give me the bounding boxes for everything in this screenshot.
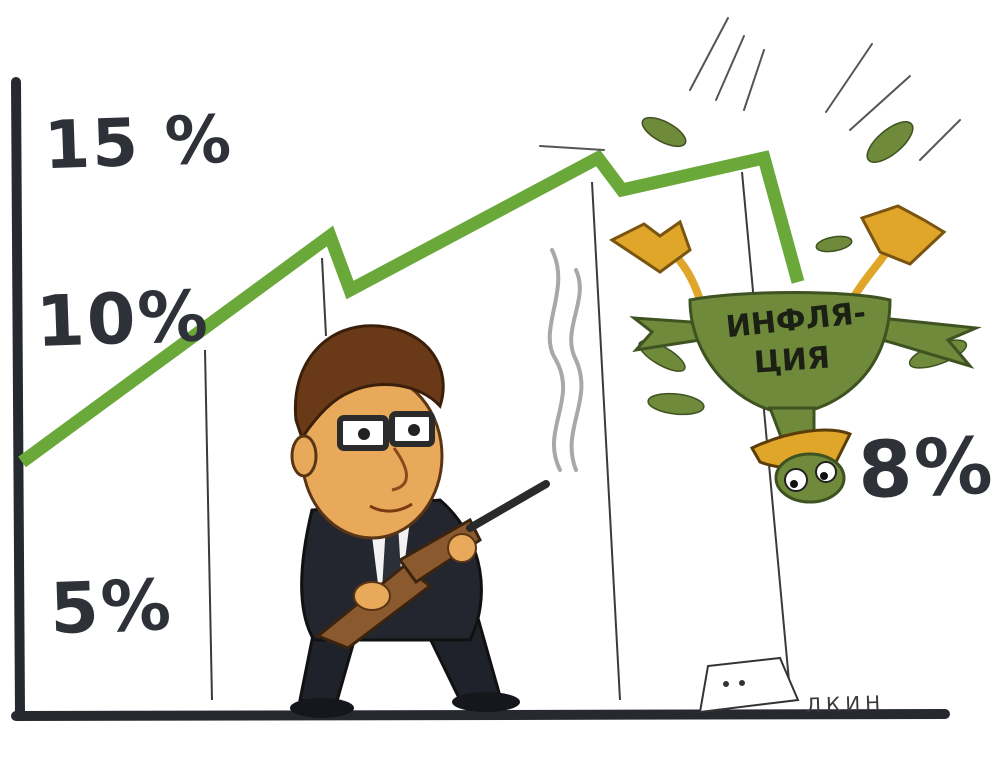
small-ground-block <box>698 656 800 714</box>
impact-strokes <box>539 17 961 161</box>
axis-label-10-percent: 10% <box>34 274 211 364</box>
man-with-rifle <box>290 324 550 718</box>
chart-axes <box>11 77 950 721</box>
inflation-bird <box>609 204 982 504</box>
axis-label-15-percent: 15 % <box>42 100 235 185</box>
artist-signature: ЛКИН <box>805 690 886 718</box>
axis-label-5-percent: 5% <box>48 563 175 651</box>
inflation-8-percent-label: 8% <box>856 421 996 517</box>
gun-smoke <box>547 248 584 472</box>
bar-columns <box>204 171 791 701</box>
inflation-trend-line <box>18 149 805 468</box>
